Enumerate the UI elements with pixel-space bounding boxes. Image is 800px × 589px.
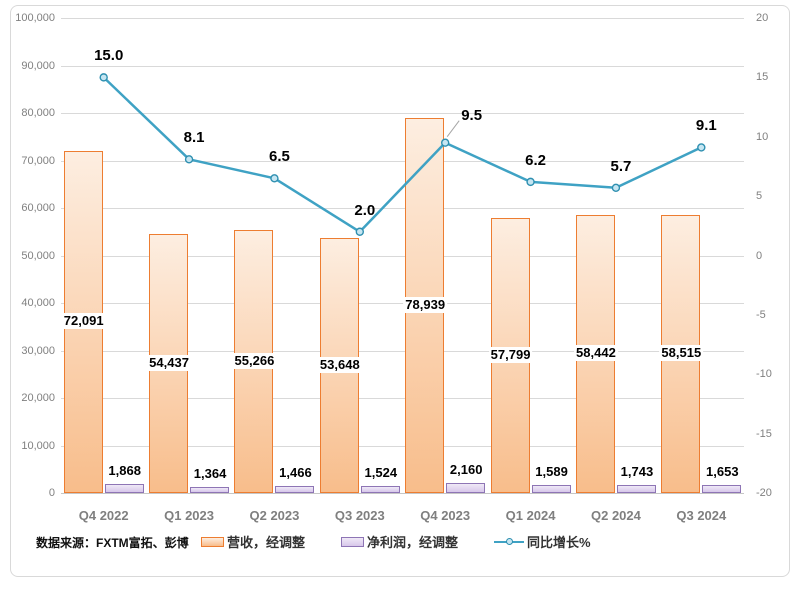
left-axis-label: 100,000	[15, 12, 55, 24]
net-profit-value-label: 2,160	[447, 461, 485, 478]
gridline	[61, 208, 744, 209]
x-axis-label: Q1 2023	[164, 508, 214, 523]
legend-item-revenue: 营收，经调整	[201, 532, 305, 551]
net-profit-value-label: 1,524	[362, 464, 400, 481]
revenue-value-label: 54,437	[147, 354, 191, 371]
growth-legend-line-icon	[494, 537, 525, 547]
growth-value-label: 6.5	[269, 148, 290, 166]
net-profit-bar	[531, 485, 571, 493]
net-profit-bar	[360, 485, 400, 493]
gridline	[61, 445, 744, 447]
right-axis-label: 15	[756, 71, 769, 84]
revenue-value-label: 78,939	[403, 296, 448, 313]
gridline	[61, 493, 744, 494]
growth-value-label: 15.0	[94, 47, 124, 65]
growth-point-marker	[697, 143, 706, 152]
net-profit-value-label: 1,589	[533, 464, 570, 481]
legend-label: 同比增长%	[527, 535, 591, 550]
right-axis-label: -20	[756, 487, 772, 499]
left-axis-label: 70,000	[21, 154, 55, 167]
right-axis-label: -5	[756, 308, 766, 321]
growth-value-label: 9.5	[461, 106, 483, 124]
legend-item-net-profit: 净利润，经调整	[341, 532, 458, 551]
legend: 营收，经调整 净利润，经调整 同比增长%	[201, 532, 591, 551]
left-axis-label: 40,000	[21, 297, 55, 309]
chart-area: 100,000 90,000 80,000 70,000 60,000 50,000 40,…	[10, 5, 790, 577]
legend-line-marker	[506, 538, 514, 545]
source-note: 数据来源：FXTM富拓、彭博	[36, 536, 189, 550]
x-axis-label: Q2 2023	[249, 508, 300, 523]
left-axis-label: 50,000	[21, 249, 55, 262]
right-axis-label: -15	[756, 427, 772, 440]
growth-value-label: 8.1	[183, 129, 205, 147]
right-axis-label: 5	[756, 190, 763, 203]
revenue-value-label: 72,091	[61, 312, 106, 329]
revenue-value-label: 58,515	[659, 345, 704, 362]
growth-value-label: 2.0	[354, 201, 376, 219]
gridline	[61, 350, 744, 352]
x-axis-label: Q2 2024	[591, 508, 641, 523]
gridline	[61, 65, 744, 67]
revenue-value-label: 57,799	[488, 346, 533, 363]
left-axis-label: 20,000	[21, 392, 55, 404]
left-axis-label: 60,000	[21, 202, 55, 214]
net-profit-bar	[702, 485, 742, 493]
growth-value-label: 6.2	[525, 151, 546, 169]
net-profit-value-label: 1,743	[618, 463, 656, 480]
left-axis-label: 80,000	[21, 107, 55, 119]
net-profit-value-label: 1,364	[191, 465, 229, 482]
x-axis-label: Q1 2024	[505, 508, 556, 523]
gridline	[61, 113, 744, 114]
growth-point-marker	[99, 73, 108, 82]
growth-point-marker	[526, 177, 535, 187]
legend-label: 净利润，经调整	[367, 535, 459, 550]
growth-value-label: 5.7	[610, 157, 632, 175]
revenue-legend-swatch-icon	[201, 536, 224, 547]
gridline	[61, 18, 744, 19]
growth-point-marker	[611, 183, 621, 193]
callout-leader-line	[446, 120, 460, 137]
net-profit-bar	[616, 484, 656, 493]
gridline	[61, 398, 744, 399]
net-profit-legend-swatch-icon	[341, 536, 365, 547]
net-profit-value-label: 1,868	[106, 463, 143, 480]
revenue-value-label: 55,266	[232, 352, 277, 369]
growth-value-label: 9.1	[695, 117, 717, 135]
net-profit-bar	[104, 484, 144, 493]
x-axis-label: Q4 2022	[78, 508, 129, 523]
net-profit-value-label: 1,466	[277, 465, 314, 482]
left-axis-label: 10,000	[21, 439, 55, 452]
revenue-value-label: 53,648	[317, 356, 362, 373]
growth-point-marker	[355, 227, 365, 236]
x-axis-label: Q3 2024	[676, 508, 727, 523]
left-axis-label: 30,000	[21, 344, 55, 357]
right-axis-label: -10	[756, 368, 772, 381]
growth-point-marker	[184, 155, 194, 164]
right-axis-label: 0	[756, 249, 763, 262]
x-axis-label: Q4 2023	[420, 508, 471, 523]
legend-label: 营收，经调整	[227, 535, 306, 550]
legend-item-growth: 同比增长%	[494, 532, 591, 551]
net-profit-bar	[190, 486, 230, 493]
gridline	[61, 255, 744, 257]
revenue-value-label: 58,442	[574, 345, 618, 362]
right-axis-label: 10	[756, 130, 769, 143]
net-profit-bar	[446, 482, 486, 493]
left-axis-label: 0	[48, 487, 55, 499]
net-profit-value-label: 1,653	[704, 464, 741, 481]
gridline	[61, 303, 744, 304]
net-profit-bar	[275, 486, 315, 493]
x-axis-label: Q3 2023	[334, 508, 385, 523]
gridline	[61, 160, 744, 162]
left-axis-label: 90,000	[21, 59, 55, 72]
right-axis-label: 20	[756, 12, 769, 24]
growth-point-marker	[270, 174, 279, 183]
